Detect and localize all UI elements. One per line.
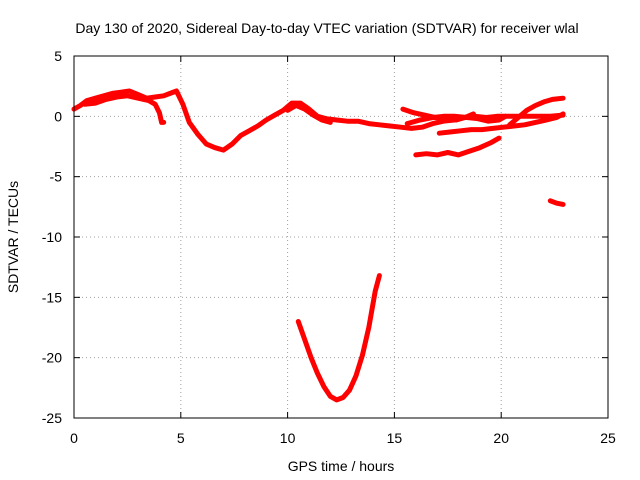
y-tick-label: -10 (42, 229, 62, 245)
y-tick-label: -5 (50, 169, 63, 185)
data-series (71, 88, 566, 403)
y-tick-label: -15 (42, 289, 62, 305)
x-tick-label: 10 (280, 430, 296, 446)
x-tick-label: 0 (70, 430, 78, 446)
y-tick-label: 5 (54, 48, 62, 64)
series-line-segment-8 (413, 135, 502, 158)
series-line-segment-9 (295, 273, 382, 403)
x-tick-label: 15 (387, 430, 403, 446)
x-tick-label: 20 (493, 430, 509, 446)
y-tick-label: -25 (42, 410, 62, 426)
chart-title: Day 130 of 2020, Sidereal Day-to-day VTE… (75, 20, 578, 36)
series-line-segment-10 (547, 198, 566, 207)
series-line-segment-7 (507, 95, 566, 128)
series-line-segment-5 (404, 113, 508, 127)
y-tick-label: -20 (42, 350, 62, 366)
series-line-segment-2 (82, 93, 167, 125)
x-tick-label: 5 (177, 430, 185, 446)
series-line-segment-3 (285, 103, 333, 125)
y-axis-label: SDTVAR / TECUs (5, 181, 21, 293)
x-tick-label: 25 (600, 430, 616, 446)
plot-frame (73, 55, 609, 419)
y-tick-label: 0 (54, 108, 62, 124)
series-line-segment-6 (436, 111, 566, 136)
x-axis-label: GPS time / hours (288, 458, 395, 474)
